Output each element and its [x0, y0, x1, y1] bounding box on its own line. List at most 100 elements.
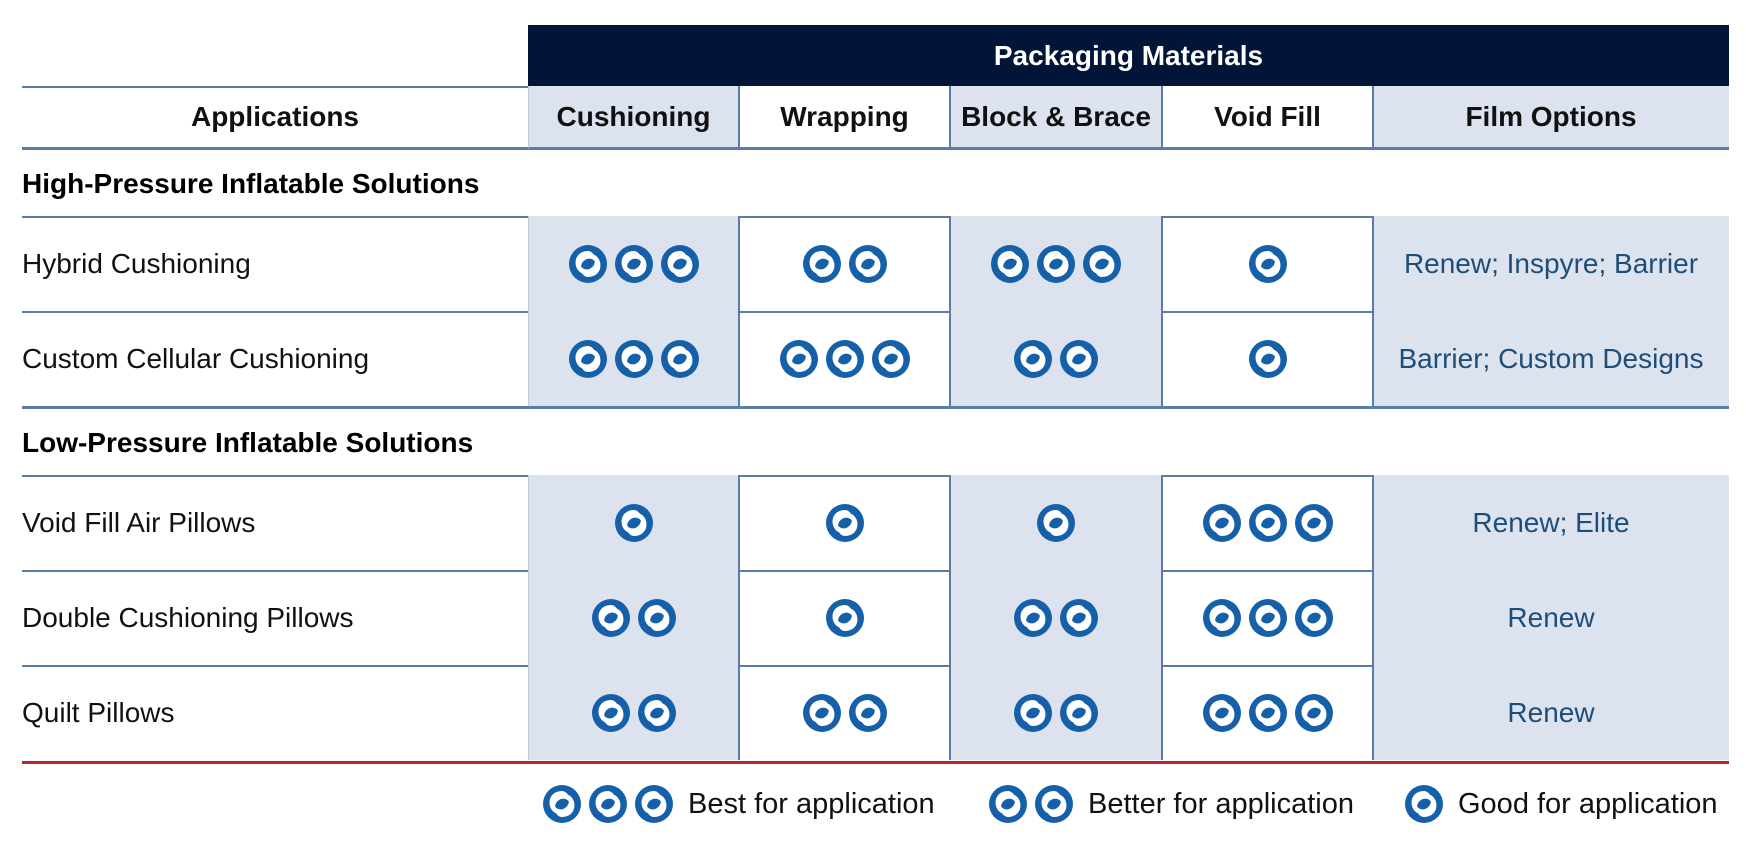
- swirl-rating-icon: [1202, 693, 1241, 732]
- column-divider: [949, 216, 951, 406]
- rating-cell: [950, 311, 1162, 406]
- section-title-high-pressure: High-Pressure Inflatable Solutions: [22, 168, 480, 199]
- swirl-rating-icon: [825, 503, 864, 542]
- swirl-rating-icon: [589, 785, 627, 823]
- swirl-rating-icon: [660, 244, 699, 283]
- rating-cell: [528, 570, 739, 665]
- swirl-rating-icon: [1014, 693, 1052, 732]
- swirl-rating-icon: [543, 785, 581, 823]
- row-rule: [22, 570, 1729, 572]
- row-rule: [22, 665, 1729, 667]
- rating-cell: [739, 665, 950, 760]
- swirl-rating-icon: [1248, 693, 1287, 732]
- swirl-rating-icon: [989, 785, 1027, 823]
- film-options-cell: Barrier; Custom Designs: [1373, 311, 1729, 406]
- column-divider: [528, 86, 529, 148]
- legend-better: Better for application: [988, 784, 1354, 824]
- swirl-rating-icon: [1248, 244, 1287, 283]
- row-label: Void Fill Air Pillows: [22, 506, 256, 538]
- rating-cell: [528, 216, 739, 311]
- swirl-rating-icon: [614, 339, 653, 378]
- column-divider: [1372, 86, 1374, 148]
- rating-cell: [1162, 311, 1373, 406]
- swirl-rating-icon: [1083, 244, 1121, 283]
- swirl-rating-icon: [848, 244, 887, 283]
- swirl-rating-icon: [1294, 503, 1333, 542]
- packaging-materials-banner: Packaging Materials: [528, 25, 1729, 86]
- column-divider: [1372, 216, 1374, 406]
- column-divider: [738, 216, 740, 406]
- rating-cell: [950, 665, 1162, 760]
- header-wrapping: Wrapping: [780, 101, 909, 132]
- swirl-rating-icon: [1060, 598, 1098, 637]
- rating-cell: [1162, 570, 1373, 665]
- swirl-rating-icon: [637, 693, 676, 732]
- legend-better-label: Better for application: [1088, 787, 1354, 820]
- column-divider: [528, 216, 529, 406]
- swirl-rating-icon: [1060, 693, 1098, 732]
- column-divider: [949, 475, 951, 760]
- rating-cell: [950, 216, 1162, 311]
- swirl-rating-icon: [871, 339, 910, 378]
- row-label: Hybrid Cushioning: [22, 247, 251, 279]
- swirl-rating-icon: [1248, 503, 1287, 542]
- swirl-rating-icon: [1202, 503, 1241, 542]
- swirl-rating-icon: [1037, 503, 1075, 542]
- rating-cell: [1162, 475, 1373, 570]
- swirl-rating-icon: [1014, 598, 1052, 637]
- table-bottom-rule: [22, 761, 1729, 764]
- rating-cell: [528, 311, 739, 406]
- rating-cell: [739, 311, 950, 406]
- legend-good: Good for application: [1404, 784, 1718, 824]
- section-top-rule: [22, 216, 1729, 218]
- row-rule: [22, 406, 1729, 409]
- film-options-cell: Renew; Elite: [1373, 475, 1729, 570]
- swirl-rating-icon: [1294, 693, 1333, 732]
- swirl-rating-icon: [1202, 598, 1241, 637]
- legend-icons-better: [988, 784, 1074, 824]
- rating-cell: [950, 570, 1162, 665]
- header-bottom-rule: [22, 147, 1729, 150]
- row-label: Double Cushioning Pillows: [22, 601, 354, 633]
- swirl-rating-icon: [825, 339, 864, 378]
- swirl-rating-icon: [1405, 785, 1443, 823]
- swirl-rating-icon: [1037, 244, 1075, 283]
- swirl-rating-icon: [568, 244, 607, 283]
- column-divider: [1161, 86, 1163, 148]
- swirl-rating-icon: [1248, 339, 1287, 378]
- swirl-rating-icon: [637, 598, 676, 637]
- header-top-rule: [22, 86, 528, 88]
- row-label: Quilt Pillows: [22, 696, 175, 728]
- header-applications: Applications: [190, 101, 359, 132]
- legend-best-label: Best for application: [688, 787, 935, 820]
- header-film-options: Film Options: [1373, 86, 1729, 148]
- swirl-rating-icon: [568, 339, 607, 378]
- swirl-rating-icon: [635, 785, 673, 823]
- column-divider: [1372, 475, 1374, 760]
- swirl-rating-icon: [660, 339, 699, 378]
- swirl-rating-icon: [802, 693, 841, 732]
- swirl-rating-icon: [1248, 598, 1287, 637]
- swirl-rating-icon: [614, 244, 653, 283]
- column-divider: [738, 86, 740, 148]
- swirl-rating-icon: [1060, 339, 1098, 378]
- header-cushioning: Cushioning: [528, 86, 739, 148]
- legend-icons-good: [1404, 784, 1444, 824]
- swirl-rating-icon: [1014, 339, 1052, 378]
- swirl-rating-icon: [825, 598, 864, 637]
- legend-icons-best: [542, 784, 674, 824]
- rating-cell: [1162, 665, 1373, 760]
- column-divider: [738, 475, 740, 760]
- swirl-rating-icon: [991, 244, 1029, 283]
- swirl-rating-icon: [591, 598, 630, 637]
- swirl-rating-icon: [1294, 598, 1333, 637]
- rating-cell: [528, 475, 739, 570]
- column-divider: [1161, 216, 1163, 406]
- row-rule: [22, 311, 1729, 313]
- film-options-cell: Renew; Inspyre; Barrier: [1373, 216, 1729, 311]
- section-title-low-pressure: Low-Pressure Inflatable Solutions: [22, 427, 474, 458]
- header-block-brace: Block & Brace: [950, 86, 1162, 148]
- rating-cell: [739, 570, 950, 665]
- legend-best: Best for application: [542, 784, 935, 824]
